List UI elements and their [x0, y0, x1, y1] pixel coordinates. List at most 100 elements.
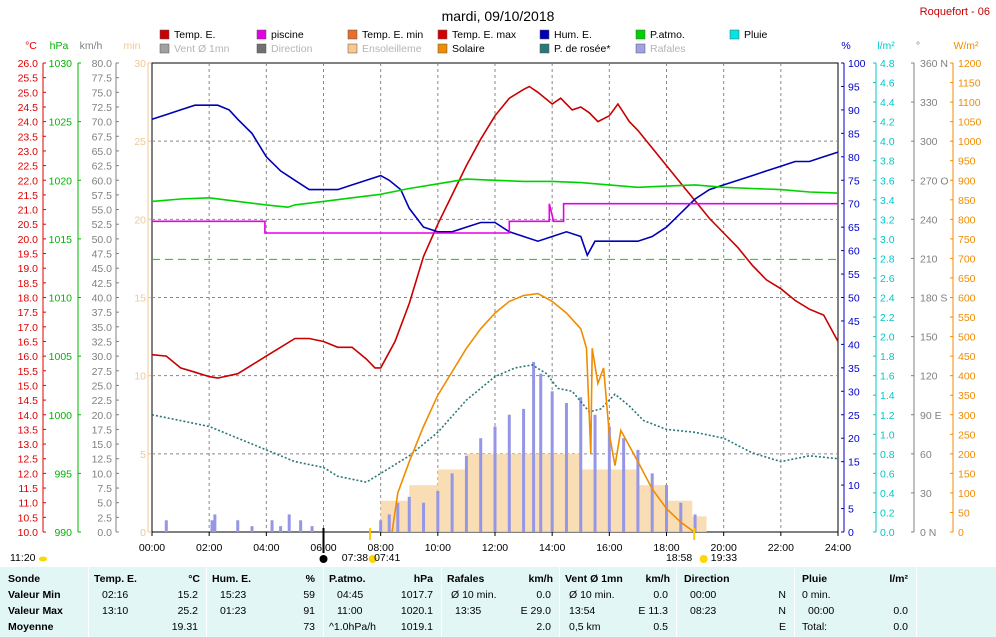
y-tick-label: 1.0 [880, 429, 895, 441]
y-tick-label: 4.6 [880, 78, 895, 90]
y-tick-label: 750 [958, 234, 976, 246]
summary-col-gust: Rafales km/h Ø 10 min. 0.0 13:35 E 29.0 … [441, 567, 559, 637]
summary-header-hum: Hum. E. [212, 573, 252, 585]
x-tick-label: 10:00 [425, 542, 451, 554]
y-tick-label: 3.2 [880, 214, 895, 226]
y-tick-label: 20 [848, 433, 860, 445]
legend-label: Temp. E. [174, 29, 215, 41]
legend: Temp. E. piscine Temp. E. min Temp. E. max H… [159, 29, 768, 55]
gust-bar [310, 526, 314, 532]
y-tick-label: 16.5 [18, 336, 39, 348]
plot-grid [151, 62, 839, 533]
y-tick-label: 15 [134, 293, 146, 305]
y-tick-label: 1.2 [880, 410, 895, 422]
time-markers: 11:20 07:38 07:41 18:58 19:33 [10, 528, 737, 564]
gust-bar [622, 438, 626, 532]
y-tick-label: 72.5 [92, 102, 113, 114]
summary-cell: 25.2 [177, 605, 198, 617]
gust-bar [550, 391, 554, 532]
y-tick-label: 37.5 [92, 307, 113, 319]
y-tick-label: 47.5 [92, 249, 113, 261]
summary-cell: 0.0 [653, 589, 668, 601]
y-tick-label: 25.0 [18, 87, 39, 99]
summary-cell: 00:00 [808, 605, 835, 617]
y-tick-label: 52.5 [92, 219, 113, 231]
y-tick-label: 75.0 [92, 87, 113, 99]
y-tick-label: 990 [54, 527, 72, 539]
legend-label: Ensoleilleme [362, 43, 422, 55]
gust-bar [579, 397, 583, 532]
y-tick-label: 0 [140, 527, 146, 539]
axis-unit-label: min [124, 40, 141, 52]
y-tick-label: 35 [848, 363, 860, 375]
y-tick-label: 5 [140, 449, 146, 461]
y-tick-label: 4.8 [880, 58, 895, 70]
summary-unit-press: hPa [413, 573, 433, 585]
y-tick-label: 1100 [958, 97, 981, 109]
y-axes: 10.0 10.5 11.0 11.5 12.0 12.5 13.0 13.5 14.0 14.5… [18, 58, 982, 539]
series-line [151, 85, 839, 379]
y-tick-label: 60 [920, 449, 932, 461]
y-tick-label: 70 [848, 199, 860, 211]
y-tick-label: 32.5 [92, 336, 113, 348]
y-tick-label: 12.0 [18, 468, 39, 480]
new-moon-icon [319, 555, 328, 563]
y-tick-label: 67.5 [92, 131, 113, 143]
y-tick-label: 800 [958, 214, 976, 226]
summary-cell: 13:54 [569, 605, 596, 617]
x-tick-label: 18:00 [653, 542, 679, 554]
gust-bar [450, 473, 454, 532]
y-tick-label: 60.0 [92, 175, 113, 187]
y-tick-label: 17.5 [92, 424, 113, 436]
gust-bar [636, 449, 640, 532]
gust-bar [507, 414, 511, 532]
y-tick-label: 7.5 [97, 483, 112, 495]
summary-unit-hum: % [305, 573, 315, 585]
summary-cell: 0 min. [802, 589, 831, 601]
y-tick-label: 0.4 [880, 488, 895, 500]
axis-unit-labels: °C hPa km/h min% l/m² ° W/m² [25, 40, 979, 52]
y-tick-label: 35.0 [92, 322, 113, 334]
summary-header-dir: Direction [684, 573, 730, 585]
summary-cell: ^1.0hPa/h [329, 621, 376, 633]
gust-bar [164, 520, 168, 532]
y-tick-label: 15 [848, 457, 860, 469]
y-tick-label: 11.0 [18, 498, 38, 510]
y-tick-label: 30 [134, 58, 146, 70]
summary-cell: E 11.3 [638, 605, 668, 617]
y-tick-label: 10.0 [18, 527, 39, 539]
y-tick-label: 150 [920, 332, 938, 344]
summary-cell: 0.5 [653, 621, 668, 633]
summary-cell: 02:16 [102, 589, 129, 601]
y-tick-label: 20 [134, 214, 146, 226]
y-tick-label: 17.5 [18, 307, 39, 319]
gust-bar [299, 520, 303, 532]
y-tick-label: 1025 [49, 117, 73, 129]
y-tick-label: 50 [848, 293, 860, 305]
series-line [391, 292, 695, 533]
y-tick-label: 12.5 [18, 454, 39, 466]
legend-label: P. de rosée* [554, 43, 610, 55]
axis-unit-label: % [841, 40, 850, 52]
y-tick-label: 3.8 [880, 156, 895, 168]
legend-label: Hum. E. [554, 29, 592, 41]
y-tick-label: 5.0 [97, 498, 112, 510]
legend-swatch [159, 43, 170, 54]
y-tick-label: 1000 [49, 410, 73, 422]
y-tick-label: 75 [848, 175, 860, 187]
y-tick-label: 600 [958, 293, 976, 305]
y-tick-label: 30 [920, 488, 932, 500]
summary-cell: 00:00 [690, 589, 717, 601]
moon-icon [39, 556, 47, 562]
y-tick-label: 40 [848, 339, 860, 351]
y-tick-label: 650 [958, 273, 976, 285]
summary-cell: 04:45 [337, 589, 364, 601]
y-tick-label: 550 [958, 312, 976, 324]
y-tick-label: 1020 [49, 175, 73, 187]
summary-cell: 0.0 [536, 589, 551, 601]
legend-label: piscine [271, 29, 304, 41]
summary-cell: 91 [303, 605, 315, 617]
y-tick-label: 500 [958, 332, 976, 344]
y-tick-label: 10.5 [18, 512, 39, 524]
series-line [151, 364, 839, 484]
